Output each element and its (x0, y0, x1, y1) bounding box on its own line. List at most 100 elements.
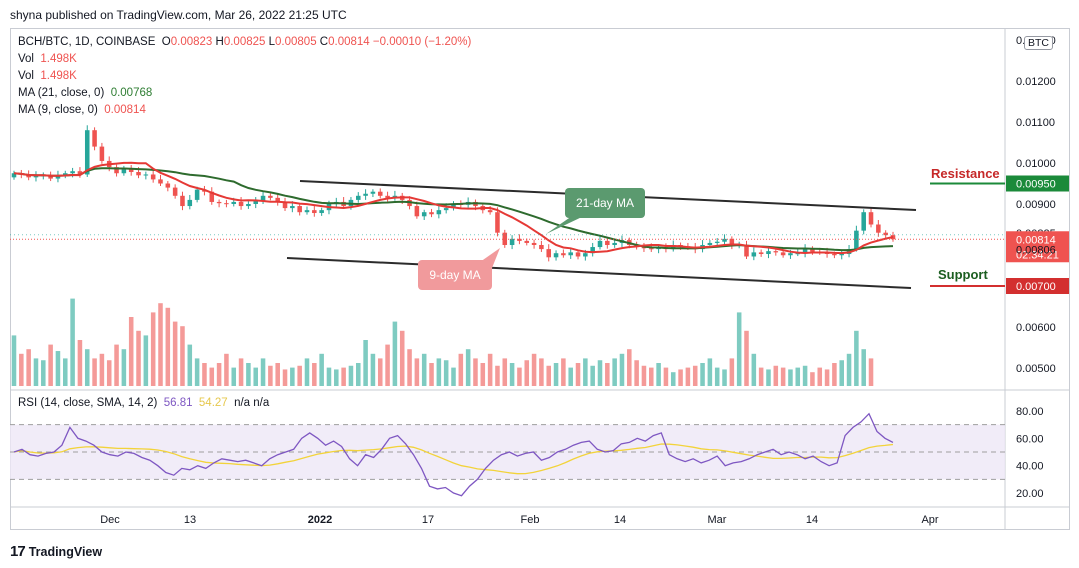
volume-bar (231, 367, 237, 386)
volume-bar (707, 358, 713, 386)
price-label-box (1006, 231, 1069, 248)
candle-body (810, 249, 815, 252)
candle-body (216, 201, 222, 204)
candle-body (546, 249, 551, 258)
candle-body (238, 201, 244, 207)
candle-body (275, 197, 280, 202)
volume-bar (487, 353, 493, 386)
footer-brand[interactable]: 17 TradingView (10, 543, 102, 560)
legend-ma9-value: 0.00814 (104, 104, 146, 116)
volume-bar (436, 358, 442, 386)
publisher-caption: shyna published on TradingView.com, Mar … (10, 8, 347, 22)
candle-body (84, 130, 90, 175)
volume-bar (714, 367, 720, 386)
volume-bar (304, 358, 310, 386)
volume-bar (312, 363, 317, 386)
legend-ma21: MA (21, close, 0) 0.00768 (18, 87, 152, 99)
volume-bar (165, 307, 171, 386)
volume-bar (722, 369, 727, 386)
volume-bar (41, 360, 46, 386)
candle-body (641, 247, 647, 249)
legend-low-value: 0.00805 (275, 36, 317, 48)
volume-bar (106, 360, 112, 386)
rsi-tick-label: 80.00 (1016, 406, 1044, 418)
candle-body (297, 206, 302, 213)
candle-body (11, 173, 17, 178)
legend-ma21-label: MA (21, close, 0) (18, 87, 105, 99)
volume-bar (766, 369, 771, 386)
candle-body (590, 247, 595, 254)
legend-close-value: 0.00814 (328, 36, 370, 48)
volume-bar (238, 358, 244, 386)
volume-bar (202, 363, 207, 386)
candle-body (370, 191, 376, 194)
support-label: Support (938, 267, 988, 282)
price-label-box (1006, 278, 1069, 294)
volume-bar (649, 367, 654, 386)
volume-bar (465, 349, 471, 386)
rsi-line (13, 412, 894, 497)
candle-body (77, 171, 83, 175)
price-tick-label: 0.01200 (1016, 76, 1056, 88)
currency-button[interactable]: BTC (1024, 36, 1053, 50)
volume-bar (77, 340, 83, 386)
legend-change: −0.00010 (−1.20%) (372, 36, 472, 48)
candle-body (304, 210, 310, 213)
volume-bar (817, 367, 823, 386)
volume-bar (539, 358, 544, 386)
candle-body (649, 248, 654, 250)
legend-ma9: MA (9, close, 0) 0.00814 (18, 104, 146, 116)
volume-bar (524, 360, 530, 386)
candle-body (231, 201, 237, 204)
candle-body (194, 189, 200, 200)
candle-body (128, 169, 134, 173)
price-tick-label: 0.00900 (1016, 199, 1056, 211)
volume-bar (678, 369, 683, 386)
volume-bar (780, 367, 786, 386)
volume-bar (619, 353, 625, 386)
volume-bar (92, 358, 97, 386)
candle-body (722, 238, 727, 242)
volume-bar (751, 353, 757, 386)
candle-body (172, 187, 178, 196)
candle-body (531, 242, 537, 245)
volume-bar (583, 358, 588, 386)
ma21-annotation: 21-day MA (546, 188, 645, 234)
rsi-tick-label: 60.00 (1016, 433, 1044, 445)
candle-body (356, 195, 361, 200)
ma9-tag-pointer (480, 248, 500, 268)
volume-bar (356, 363, 361, 386)
candle-body (421, 212, 427, 217)
candle-body (209, 191, 215, 202)
volume-bar (729, 358, 735, 386)
volume-bar (282, 369, 288, 386)
candle-body (260, 195, 266, 201)
candle-body (246, 204, 251, 207)
price-tick-label: 0.00500 (1016, 363, 1056, 375)
volume-bar (663, 367, 669, 386)
ma9-line (13, 161, 894, 255)
volume-bar (407, 349, 412, 386)
volume-bar (575, 363, 581, 386)
footer-brand-label: TradingView (28, 544, 103, 559)
volume-bar (319, 353, 324, 386)
legend-high-label: H (215, 36, 224, 48)
candle-body (92, 130, 97, 147)
rsi-tick-label: 20.00 (1016, 488, 1044, 500)
candle-body (48, 175, 53, 179)
candle-body (597, 240, 603, 248)
time-axis-label: 13 (184, 514, 196, 526)
volume-bar (839, 360, 844, 386)
rsi-tick-label: 40.00 (1016, 461, 1044, 473)
volume-bar (758, 367, 764, 386)
volume-bar (326, 367, 332, 386)
volume-bar (861, 349, 866, 386)
candle-body (766, 251, 771, 255)
legend-rsi-sma-value: 54.27 (198, 397, 228, 409)
candle-body (773, 251, 779, 253)
candle-body (451, 204, 456, 209)
legend-vol-value: 1.498K (40, 53, 77, 65)
volume-bar (370, 353, 376, 386)
volume-bar (605, 363, 610, 386)
